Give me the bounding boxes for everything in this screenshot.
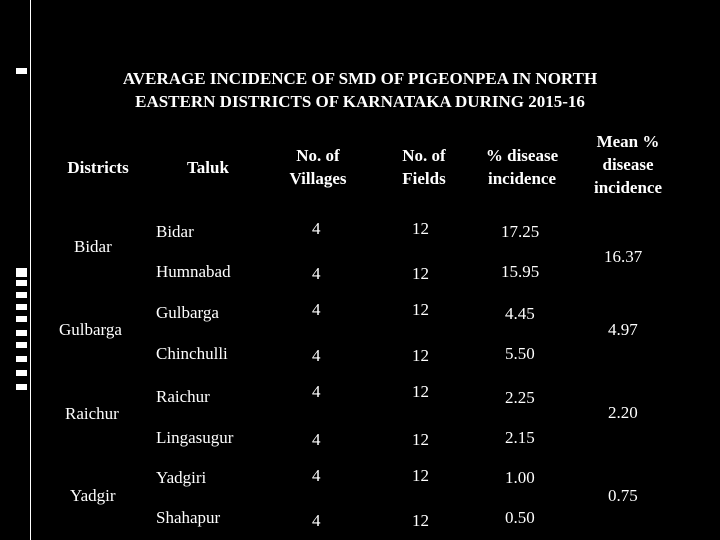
decoration-bar [16,370,27,376]
fields-count: 12 [412,219,429,238]
decoration-bar [16,316,27,322]
incidence-value: 1.00 [505,468,535,487]
fields-count: 12 [412,511,429,530]
district-mean: 16.37 [604,247,643,266]
taluk-name: Raichur [156,387,210,406]
villages-count: 4 [312,300,321,319]
taluk-name: Yadgiri [156,468,207,487]
decoration-bar [16,356,27,362]
taluk-name: Shahapur [156,508,221,527]
decoration-bar [16,342,27,348]
fields-count: 12 [412,346,429,365]
slide-title-line-1: AVERAGE INCIDENCE OF SMD OF PIGEONPEA IN… [122,69,598,88]
fields-count: 12 [412,264,429,283]
incidence-value: 17.25 [501,222,540,241]
decoration-bar [16,280,27,286]
fields-count: 12 [412,300,429,319]
header-taluk: Taluk [187,158,229,177]
header-villages: No. of Villages [289,146,347,188]
slide-title-line-2: EASTERN DISTRICTS OF KARNATAKA DURING 20… [135,92,585,111]
incidence-value: 0.50 [505,508,535,527]
taluk-name: Gulbarga [156,303,219,322]
villages-count: 4 [312,346,321,365]
fields-count: 12 [412,430,429,449]
villages-count: 4 [312,430,321,449]
taluk-name: Chinchulli [156,344,228,363]
district-mean: 4.97 [608,320,638,339]
incidence-value: 5.50 [505,344,535,363]
fields-count: 12 [412,382,429,401]
fields-count: 12 [412,466,429,485]
decoration-bar [16,292,27,298]
decoration-bar [16,304,27,310]
taluk-name: Bidar [156,222,194,241]
header-mean-incidence: Mean % disease incidence [594,132,662,197]
villages-count: 4 [312,466,321,485]
district-name: Gulbarga [59,320,122,339]
header-districts: Districts [67,158,129,177]
district-name: Bidar [74,237,112,256]
villages-count: 4 [312,382,321,401]
incidence-value: 15.95 [501,262,540,281]
district-mean: 0.75 [608,486,638,505]
taluk-name: Humnabad [156,262,231,281]
incidence-value: 4.45 [505,304,535,323]
decoration-bar [16,268,27,277]
district-name: Yadgir [70,486,116,505]
incidence-value: 2.25 [505,388,535,407]
district-mean: 2.20 [608,403,638,422]
header-fields: No. of Fields [402,146,446,188]
villages-count: 4 [312,264,321,283]
district-name: Raichur [65,404,119,423]
slide-frame-line [30,0,31,540]
decoration-bar [16,330,27,336]
decoration-bar [16,68,27,74]
villages-count: 4 [312,219,321,238]
decoration-bar [16,384,27,390]
header-incidence: % disease incidence [485,146,559,188]
incidence-value: 2.15 [505,428,535,447]
villages-count: 4 [312,511,321,530]
taluk-name: Lingasugur [156,428,234,447]
